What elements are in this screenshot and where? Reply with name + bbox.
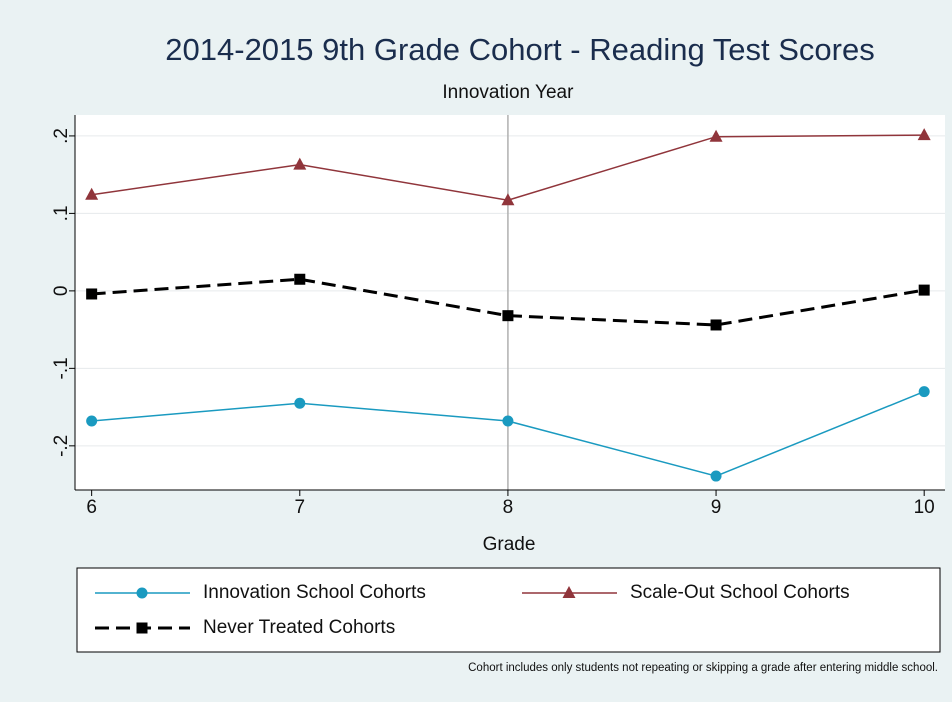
y-tick-label: .2 (51, 128, 72, 144)
x-tick-label: 8 (503, 497, 514, 518)
note: Cohort includes only students not repeat… (468, 662, 938, 674)
marker (917, 128, 931, 141)
y-tick-label: 0 (51, 286, 72, 297)
y-tick-label: .1 (51, 205, 72, 221)
marker (502, 415, 514, 427)
x-tick-label: 9 (711, 497, 722, 518)
series-line (91, 277, 925, 327)
annotation: Innovation Year (442, 82, 574, 103)
x-tick-label: 10 (914, 497, 935, 518)
legend-label: Never Treated Cohorts (203, 617, 395, 638)
legend (76, 567, 941, 653)
legend-label: Innovation School Cohorts (203, 582, 426, 603)
marker (86, 288, 98, 300)
marker (918, 284, 930, 296)
x-tick-label: 7 (294, 497, 305, 518)
x-tick-label: 6 (86, 497, 97, 518)
marker (710, 470, 722, 482)
marker (918, 386, 930, 398)
marker (293, 157, 307, 170)
x-axis-label: Grade (483, 534, 536, 555)
plot-area (75, 115, 945, 490)
marker (294, 273, 306, 285)
marker (562, 586, 576, 598)
marker (501, 193, 515, 206)
marker (709, 129, 723, 142)
marker (136, 587, 148, 599)
chart-title: 2014-2015 9th Grade Cohort - Reading Tes… (165, 32, 874, 67)
legend-label: Scale-Out School Cohorts (630, 582, 850, 603)
marker (710, 319, 722, 331)
y-tick-label: -.1 (51, 357, 72, 379)
marker (294, 397, 306, 409)
marker (85, 187, 99, 200)
marker (502, 310, 514, 322)
marker (136, 622, 148, 634)
marker (86, 415, 98, 427)
y-tick-label: -.2 (51, 435, 72, 457)
